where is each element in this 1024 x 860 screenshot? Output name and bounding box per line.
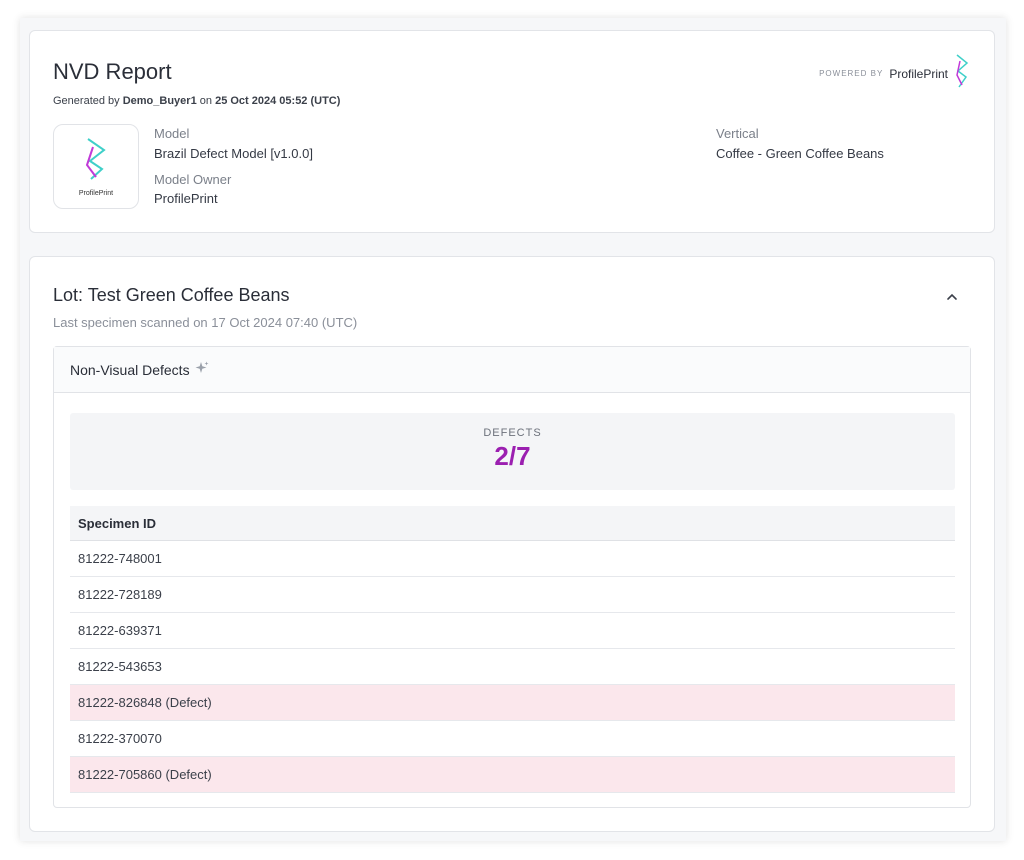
powered-by: POWERED BY ProfilePrint xyxy=(819,53,970,94)
specimen-id-cell: 81222-370070 xyxy=(78,731,162,746)
vertical-label: Vertical xyxy=(716,126,759,141)
lot-last-scanned: Last specimen scanned on 17 Oct 2024 07:… xyxy=(53,315,358,330)
lot-card: Lot: Test Green Coffee Beans Last specim… xyxy=(29,256,995,832)
table-body: 81222-748001 81222-728189 81222-639371 8122… xyxy=(70,541,955,793)
lot-title: Lot: Test Green Coffee Beans xyxy=(53,285,290,305)
specimen-id-cell: 81222-705860 (Defect) xyxy=(78,767,212,782)
model-owner-logo: ProfilePrint xyxy=(53,124,139,209)
generated-on: on xyxy=(199,95,213,107)
profileprint-logo-icon xyxy=(82,137,110,186)
page-title: NVD Report xyxy=(53,59,172,84)
report-page: NVD Report Generated by Demo_Buyer1 on 2… xyxy=(20,18,1006,841)
table-row: 81222-543653 xyxy=(70,649,955,685)
specimen-id-cell: 81222-728189 xyxy=(78,587,162,602)
specimen-id-cell: 81222-748001 xyxy=(78,551,162,566)
table-row: 81222-639371 xyxy=(70,613,955,649)
profileprint-logo-icon xyxy=(954,53,970,94)
generated-date: 25 Oct 2024 05:52 (UTC) xyxy=(215,95,341,107)
model-label: Model xyxy=(154,126,190,141)
model-value: Brazil Defect Model [v1.0.0] xyxy=(154,146,313,161)
specimen-id-cell: 81222-543653 xyxy=(78,659,162,674)
chevron-up-icon xyxy=(946,288,958,306)
table-row-defect: 81222-705860 (Defect) xyxy=(70,757,955,793)
powered-by-label: POWERED BY xyxy=(819,69,884,78)
specimen-id-cell: 81222-639371 xyxy=(78,623,162,638)
table-row: 81222-748001 xyxy=(70,541,955,577)
non-visual-defects-panel: Non-Visual Defects DEFECTS 2/7 Specimen … xyxy=(53,346,971,808)
generated-prefix: Generated by xyxy=(53,95,120,107)
model-owner-value: ProfilePrint xyxy=(154,191,218,206)
table-row-defect: 81222-826848 (Defect) xyxy=(70,685,955,721)
report-header-card: NVD Report Generated by Demo_Buyer1 on 2… xyxy=(29,30,995,233)
panel-title: Non-Visual Defects xyxy=(70,361,190,378)
defects-summary-label: DEFECTS xyxy=(483,427,542,439)
logo-caption: ProfilePrint xyxy=(78,189,114,197)
defects-summary-value: 2/7 xyxy=(494,441,531,471)
specimen-id-cell: 81222-826848 (Defect) xyxy=(78,695,212,710)
generated-info: Generated by Demo_Buyer1 on 25 Oct 2024 … xyxy=(53,95,340,107)
collapse-lot-button[interactable] xyxy=(942,287,962,307)
sparkle-icon xyxy=(195,361,209,378)
generated-user: Demo_Buyer1 xyxy=(122,95,197,107)
defects-summary: DEFECTS 2/7 xyxy=(70,413,955,490)
powered-by-brand: ProfilePrint xyxy=(889,66,948,81)
table-header-specimen-id: Specimen ID xyxy=(70,506,955,541)
model-owner-label: Model Owner xyxy=(154,172,232,187)
panel-header: Non-Visual Defects xyxy=(54,347,970,393)
table-row: 81222-370070 xyxy=(70,721,955,757)
table-row: 81222-728189 xyxy=(70,577,955,613)
specimen-table: Specimen ID 81222-748001 81222-728189 8122… xyxy=(70,506,955,793)
vertical-value: Coffee - Green Coffee Beans xyxy=(716,146,884,161)
